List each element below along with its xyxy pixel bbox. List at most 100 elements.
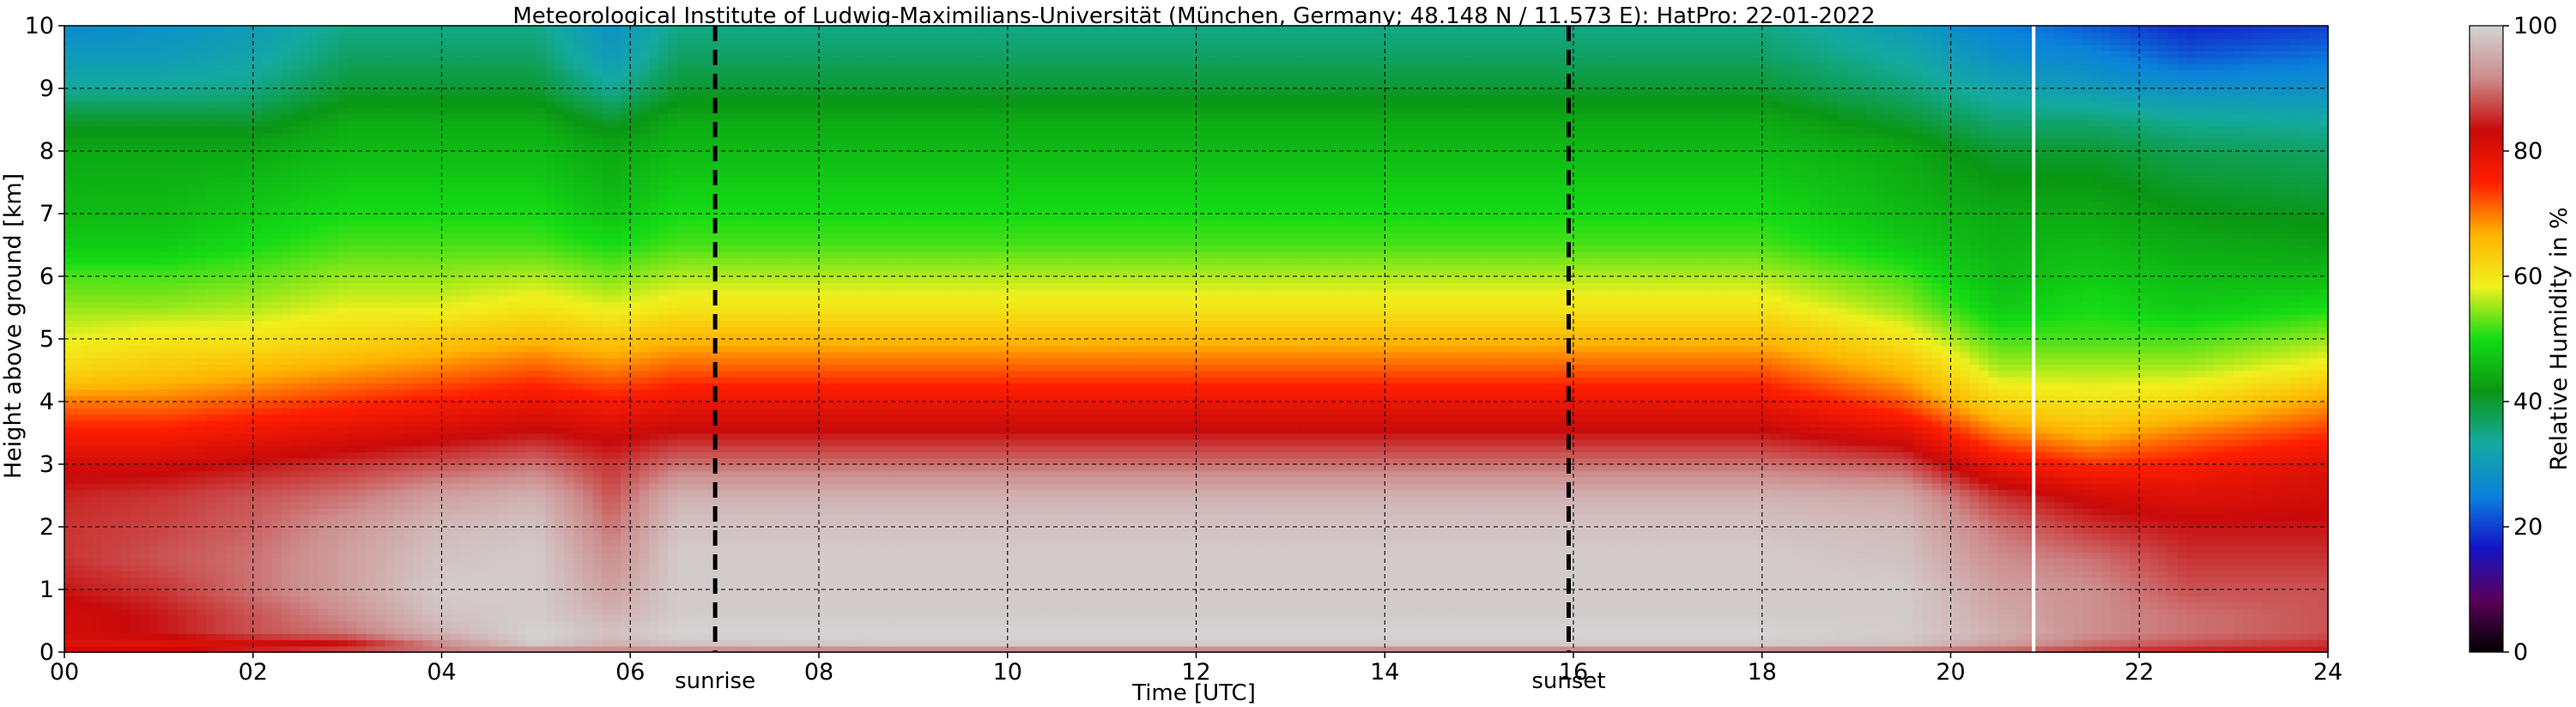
heatmap-cell xyxy=(479,514,489,521)
heatmap-cell xyxy=(93,301,103,308)
heatmap-cell xyxy=(263,239,273,245)
heatmap-cell xyxy=(83,602,94,609)
heatmap-cell xyxy=(168,483,179,490)
heatmap-cell xyxy=(300,301,311,308)
heatmap-cell xyxy=(517,113,527,120)
heatmap-cell xyxy=(215,595,226,602)
heatmap-cell xyxy=(206,26,216,33)
heatmap-cell xyxy=(187,220,197,227)
heatmap-cell xyxy=(479,157,489,164)
heatmap-cell xyxy=(348,69,358,76)
heatmap-cell xyxy=(83,157,94,164)
heatmap-cell xyxy=(357,608,367,615)
heatmap-cell xyxy=(338,621,349,628)
heatmap-cell xyxy=(225,426,235,433)
heatmap-cell xyxy=(507,245,518,252)
heatmap-cell xyxy=(291,358,301,365)
heatmap-cell xyxy=(517,540,527,547)
heatmap-cell xyxy=(244,577,254,583)
heatmap-cell xyxy=(348,282,358,289)
heatmap-cell xyxy=(121,170,131,177)
heatmap-cell xyxy=(404,433,415,440)
heatmap-cell xyxy=(130,608,141,615)
heatmap-cell xyxy=(187,214,197,221)
heatmap-cell xyxy=(64,408,75,414)
heatmap-cell xyxy=(197,314,207,321)
heatmap-cell xyxy=(215,371,226,378)
heatmap-cell xyxy=(404,464,415,471)
heatmap-cell xyxy=(234,220,245,227)
heatmap-cell xyxy=(178,477,188,484)
heatmap-cell xyxy=(488,138,499,145)
heatmap-cell xyxy=(149,559,160,565)
heatmap-cell xyxy=(93,251,103,258)
heatmap-cell xyxy=(244,540,254,547)
heatmap-cell xyxy=(338,51,349,57)
heatmap-cell xyxy=(225,157,235,164)
heatmap-cell xyxy=(470,132,480,139)
heatmap-cell xyxy=(178,301,188,308)
heatmap-cell xyxy=(442,51,452,57)
heatmap-cell xyxy=(282,502,292,509)
heatmap-cell xyxy=(102,189,112,196)
heatmap-cell xyxy=(442,276,452,283)
heatmap-cell xyxy=(414,589,424,596)
heatmap-cell xyxy=(263,101,273,108)
heatmap-cell xyxy=(404,195,415,202)
heatmap-cell xyxy=(526,414,536,421)
heatmap-cell xyxy=(367,402,377,408)
heatmap-cell xyxy=(451,414,461,421)
heatmap-cell xyxy=(498,514,508,521)
heatmap-cell xyxy=(470,214,480,221)
heatmap-cell xyxy=(433,608,443,615)
heatmap-cell xyxy=(225,94,235,101)
heatmap-cell xyxy=(244,76,254,82)
heatmap-cell xyxy=(206,358,216,365)
heatmap-cell xyxy=(168,426,179,433)
heatmap-cell xyxy=(338,282,349,289)
heatmap-cell xyxy=(74,377,84,384)
heatmap-cell xyxy=(206,540,216,547)
heatmap-cell xyxy=(367,345,377,352)
heatmap-cell xyxy=(102,352,112,359)
heatmap-cell xyxy=(291,339,301,346)
heatmap-cell xyxy=(206,170,216,177)
heatmap-cell xyxy=(414,533,424,540)
heatmap-cell xyxy=(272,508,282,515)
heatmap-cell xyxy=(367,414,377,421)
heatmap-cell xyxy=(93,377,103,384)
heatmap-cell xyxy=(526,257,536,264)
heatmap-cell xyxy=(300,621,311,628)
heatmap-cell xyxy=(338,433,349,440)
heatmap-cell xyxy=(234,477,245,484)
heatmap-cell xyxy=(263,345,273,352)
heatmap-cell xyxy=(376,138,386,145)
heatmap-cell xyxy=(272,589,282,596)
heatmap-cell xyxy=(178,445,188,452)
heatmap-cell xyxy=(112,614,122,621)
heatmap-cell xyxy=(414,420,424,427)
heatmap-cell xyxy=(215,621,226,628)
heatmap-cell xyxy=(414,138,424,145)
heatmap-cell xyxy=(178,220,188,227)
heatmap-cell xyxy=(159,195,169,202)
heatmap-cell xyxy=(479,546,489,553)
heatmap-cell xyxy=(442,301,452,308)
heatmap-cell xyxy=(470,157,480,164)
heatmap-cell xyxy=(149,565,160,571)
heatmap-cell xyxy=(83,546,94,553)
heatmap-cell xyxy=(526,94,536,101)
heatmap-cell xyxy=(357,107,367,114)
heatmap-cell xyxy=(225,289,235,296)
heatmap-cell xyxy=(291,565,301,571)
heatmap-cell xyxy=(93,470,103,477)
heatmap-cell xyxy=(338,402,349,408)
heatmap-cell xyxy=(74,345,84,352)
heatmap-cell xyxy=(329,138,339,145)
heatmap-cell xyxy=(319,408,330,414)
heatmap-cell xyxy=(498,101,508,108)
heatmap-cell xyxy=(291,94,301,101)
heatmap-cell xyxy=(149,420,160,427)
heatmap-cell xyxy=(168,389,179,396)
heatmap-cell xyxy=(433,426,443,433)
